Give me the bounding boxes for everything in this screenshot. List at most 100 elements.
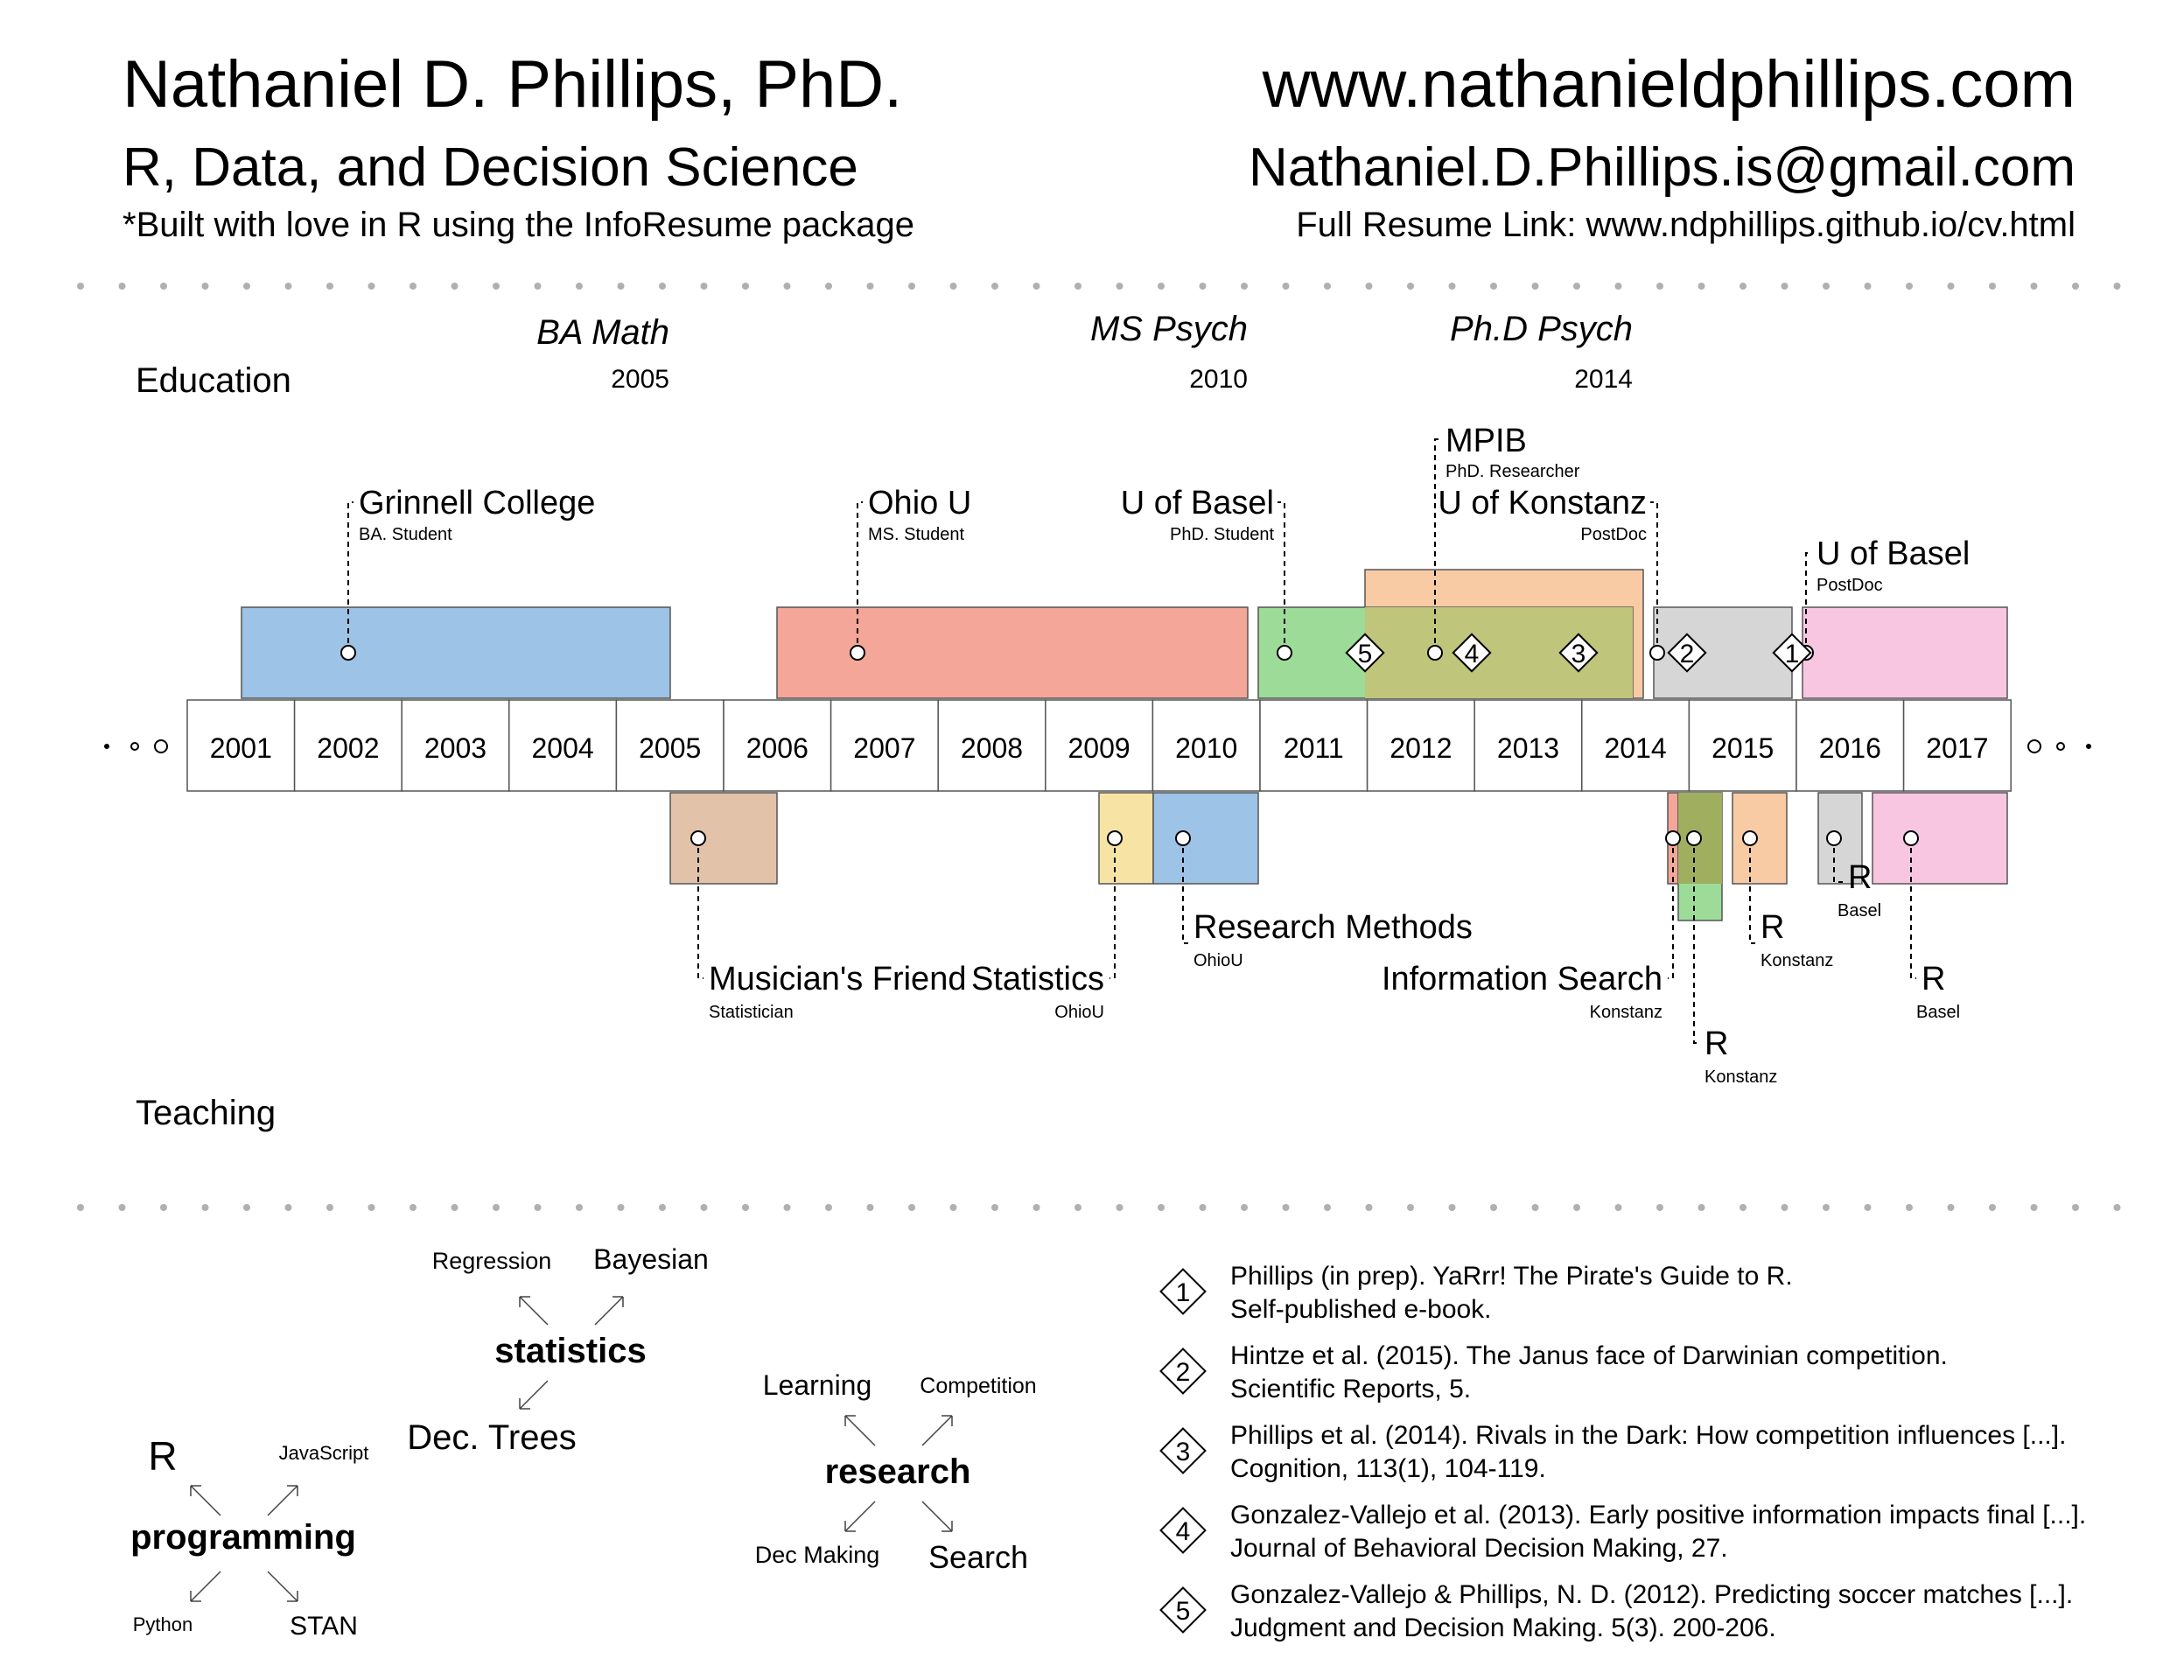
separator-dot: [326, 1204, 333, 1211]
separator-dot: [1698, 1204, 1705, 1211]
arrow: [519, 1380, 549, 1410]
degree-year: 2014: [1574, 365, 1633, 394]
separator-dot: [1947, 283, 1955, 290]
publication-number: 2: [1176, 1358, 1191, 1387]
skill-hub-research: research: [825, 1452, 971, 1491]
year-cell: [293, 699, 402, 792]
separator-dot: [1614, 1204, 1622, 1211]
pin-marker: [1175, 830, 1191, 846]
degree-year: 2005: [611, 365, 669, 394]
publication-citation[interactable]: Phillips (in prep). YaRrr! The Pirate's …: [1230, 1262, 1793, 1291]
education-labels: [347, 438, 1811, 653]
separator-dot: [534, 1204, 542, 1211]
publication-marker[interactable]: [1345, 633, 1385, 673]
teaching-name: Musician's Friend: [709, 961, 966, 998]
separator-dot: [700, 283, 708, 290]
separator-dot: [949, 1204, 957, 1211]
separator-dot: [1614, 283, 1622, 290]
separator-dot: [2030, 283, 2038, 290]
publication-source: Judgment and Decision Making. 5(3). 200-…: [1230, 1614, 1776, 1642]
teaching-role: Konstanz: [1760, 951, 1833, 970]
email-link[interactable]: Nathaniel.D.Phillips.is@gmail.com: [1249, 137, 2076, 198]
year-label: 2008: [961, 732, 1023, 764]
publication-number-marker: [1159, 1348, 1207, 1395]
separator-dot: [243, 1204, 250, 1211]
year-cell: [1152, 699, 1261, 792]
publication-marker[interactable]: [1452, 633, 1492, 673]
education-bar-grinnell[interactable]: [241, 606, 671, 699]
pin-marker: [850, 645, 865, 661]
teaching-role: Konstanz: [1590, 1003, 1662, 1022]
publication-source: Cognition, 113(1), 104-119.: [1230, 1454, 1546, 1483]
publication-citation[interactable]: Gonzalez-Vallejo et al. (2013). Early po…: [1230, 1501, 2086, 1530]
publication-number: 5: [1176, 1597, 1191, 1626]
axis-dot: [2086, 744, 2091, 749]
separator-dot: [201, 1204, 209, 1211]
separator-dot: [493, 283, 500, 290]
separator-dot: [991, 283, 998, 290]
teaching-bar-musicians-friend[interactable]: [669, 792, 778, 885]
separator-dot: [908, 283, 915, 290]
publication-marker[interactable]: [1772, 633, 1812, 673]
separator-dot: [1906, 283, 1913, 290]
separator-dot: [118, 283, 126, 290]
education-role: PhD. Researcher: [1446, 462, 1580, 481]
website-link[interactable]: www.nathanieldphillips.com: [1262, 47, 2076, 122]
separator-dot: [160, 283, 167, 290]
teaching-bar-r-konstanz-2[interactable]: [1732, 792, 1788, 885]
leader-line: [1110, 838, 1116, 979]
education-role: PhD. Student: [1170, 525, 1274, 544]
publication-marker[interactable]: [1558, 633, 1599, 673]
resume-link[interactable]: Full Resume Link: www.ndphillips.github.…: [1296, 206, 2076, 244]
separator-dot: [77, 283, 84, 290]
separator-dot: [1158, 1204, 1165, 1211]
teaching-bar-r-basel-2[interactable]: [1872, 792, 2008, 885]
year-label: 2001: [210, 732, 272, 764]
year-label: 2002: [317, 732, 379, 764]
separator-dot: [1947, 1204, 1955, 1211]
separator-dot: [1074, 1204, 1082, 1211]
skill-hub-statistics: statistics: [494, 1332, 646, 1370]
leader-line: [1910, 838, 1916, 979]
year-cell: [1796, 699, 1905, 792]
pin-marker: [1686, 830, 1702, 846]
education-bar-basel-postdoc[interactable]: [1802, 606, 2008, 699]
separator-dot: [1698, 283, 1705, 290]
teaching-bar-research-methods[interactable]: [1152, 792, 1259, 885]
separator-dot: [742, 1204, 749, 1211]
teaching-name: Research Methods: [1194, 909, 1473, 946]
year-label: 2016: [1819, 732, 1881, 764]
teaching-name: R: [1760, 909, 1784, 946]
pin-marker: [1277, 645, 1292, 661]
separator-dot: [1573, 283, 1580, 290]
publication-citation[interactable]: Phillips et al. (2014). Rivals in the Da…: [1230, 1421, 2066, 1450]
education-bar-ohio[interactable]: [776, 606, 1249, 699]
leader-line: [857, 501, 863, 653]
separator-dot: [2113, 1204, 2121, 1211]
separator-dot: [1823, 1204, 1830, 1211]
separator-dot: [493, 1204, 500, 1211]
skill-item: R: [148, 1433, 177, 1479]
teaching-name: R: [1704, 1026, 1728, 1062]
leader-line: [1668, 838, 1674, 979]
education-role: BA. Student: [359, 525, 452, 544]
separator-dot: [949, 283, 957, 290]
pin-marker: [690, 830, 706, 846]
skill-item: Python: [133, 1614, 193, 1635]
year-cell: [1688, 699, 1797, 792]
separator-dot: [243, 283, 250, 290]
skill-item: Bayesian: [593, 1243, 709, 1275]
publication-citation[interactable]: Hintze et al. (2015). The Janus face of …: [1230, 1341, 1948, 1370]
separator-dot: [1448, 1204, 1456, 1211]
person-name: Nathaniel D. Phillips, PhD.: [122, 47, 902, 122]
arrow: [844, 1501, 876, 1532]
separator-dot: [1407, 1204, 1414, 1211]
publication-marker[interactable]: [1667, 633, 1707, 673]
publication-citation[interactable]: Gonzalez-Vallejo & Phillips, N. D. (2012…: [1230, 1580, 2073, 1609]
separator-dot: [1365, 1204, 1373, 1211]
axis-dot: [2056, 742, 2065, 751]
degree-year: 2010: [1189, 365, 1248, 394]
year-cell: [508, 699, 618, 792]
teaching-timeline: [669, 792, 2008, 921]
